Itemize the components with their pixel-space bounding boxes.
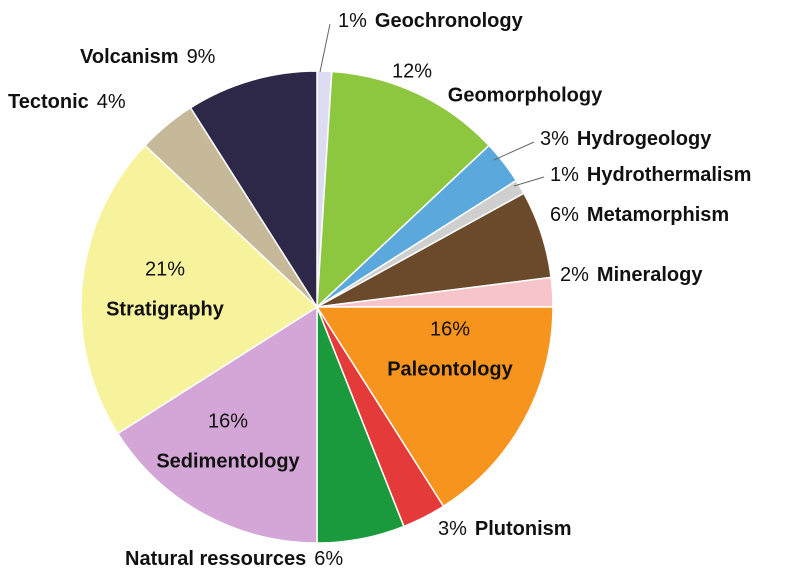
slice-percent: 16% (430, 318, 470, 340)
slice-name: Natural ressources (125, 548, 306, 570)
slice-label: 3% Hydrogeology (540, 128, 712, 150)
slice-percent: 9% (187, 46, 216, 68)
pie-slice (315, 306, 554, 508)
slice-percent: 4% (97, 91, 126, 113)
slice-name: Plutonism (475, 518, 572, 540)
pie-slice (189, 70, 318, 310)
leader-line (513, 176, 545, 187)
slice-label: 1% Hydrothermalism (550, 164, 751, 186)
slice-name: Tectonic (8, 91, 89, 113)
slice-label: 3% Plutonism (438, 518, 572, 540)
slice-name: Metamorphism (587, 204, 729, 226)
slice-percent: 2% (560, 264, 589, 286)
slice-name: Mineralogy (597, 264, 703, 286)
slice-name: Stratigraphy (106, 298, 225, 320)
slice-name: Volcanism (80, 46, 179, 68)
slice-percent: 3% (540, 128, 569, 150)
slice-name: Sedimentology (156, 450, 300, 472)
slice-percent: 16% (208, 410, 248, 432)
slice-name: Hydrogeology (577, 128, 712, 150)
pie-slice (80, 144, 319, 435)
pie-slice (116, 305, 318, 544)
slice-name: Hydrothermalism (587, 164, 752, 186)
leader-line (493, 141, 535, 161)
slice-label: Volcanism 9% (80, 46, 216, 68)
slice-label: 1% Geochronology (338, 10, 524, 32)
slice-percent: 6% (550, 204, 579, 226)
slice-label: 2% Mineralogy (560, 264, 703, 286)
slice-percent: 6% (314, 548, 343, 570)
slice-label: 6% Metamorphism (550, 204, 729, 226)
slice-percent: 1% (550, 164, 579, 186)
slice-label: Natural ressources 6% (125, 548, 343, 570)
slice-percent: 21% (145, 258, 185, 280)
slice-percent: 12% (392, 60, 432, 82)
slice-name: Geomorphology (448, 84, 603, 106)
slice-percent: 1% (338, 10, 367, 32)
leader-line (319, 23, 331, 73)
slice-percent: 3% (438, 518, 467, 540)
slice-name: Paleontology (387, 358, 513, 380)
pie-slice (316, 70, 491, 309)
slice-name: Geochronology (375, 10, 524, 32)
slice-label: Tectonic 4% (8, 91, 126, 113)
